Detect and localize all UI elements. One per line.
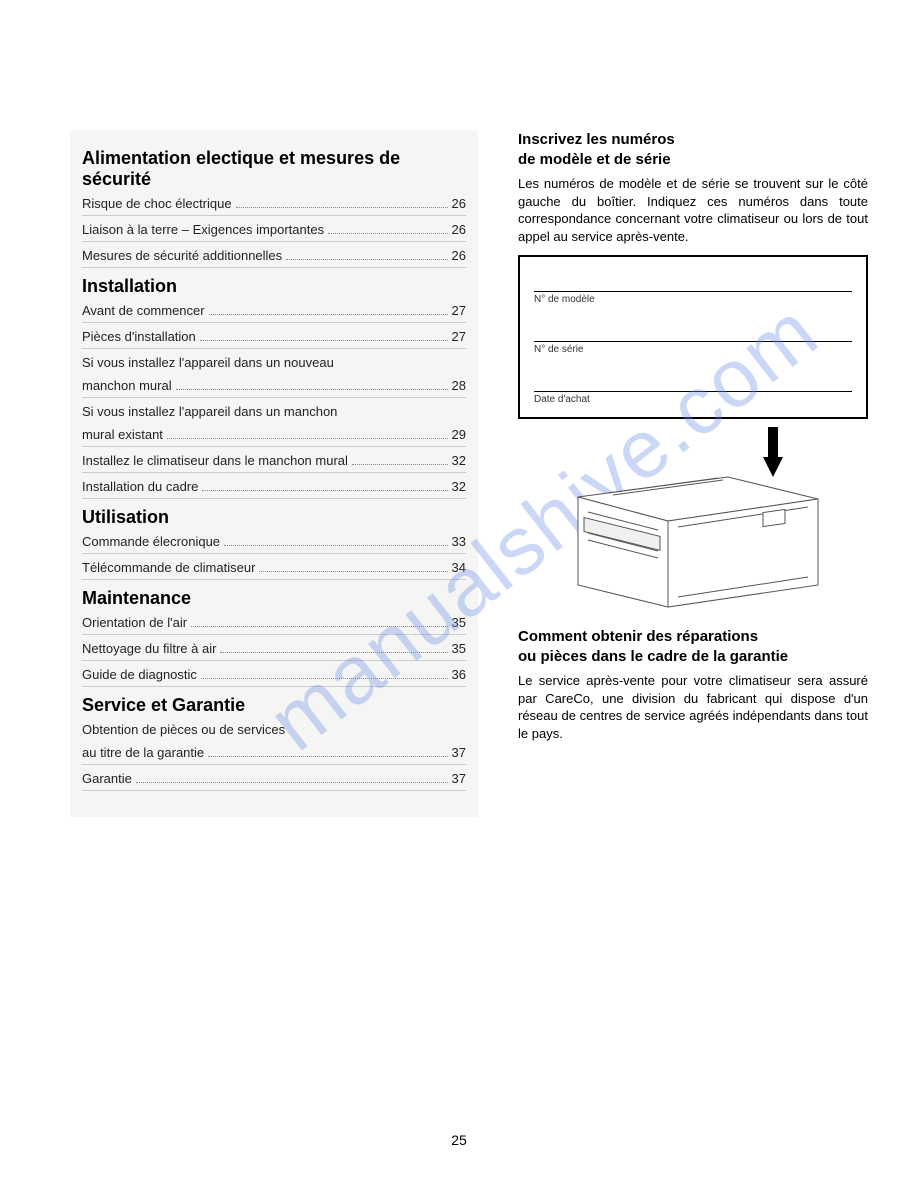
record-numbers-heading: Inscrivez les numéros de modèle et de sé… <box>518 130 868 169</box>
toc-row: Installez le climatiseur dans le manchon… <box>82 453 466 473</box>
toc-dots <box>136 781 448 783</box>
toc-row: Avant de commencer 27 <box>82 303 466 323</box>
toc-page: 37 <box>452 771 466 786</box>
toc-page: 29 <box>452 427 466 442</box>
toc-label: Risque de choc électrique <box>82 196 232 211</box>
toc-column: Alimentation electique et mesures de séc… <box>70 130 478 817</box>
toc-label: Installation du cadre <box>82 479 198 494</box>
toc-row: Guide de diagnostic 36 <box>82 667 466 687</box>
toc-row: Télécommande de climatiseur 34 <box>82 560 466 580</box>
toc-label: Avant de commencer <box>82 303 205 318</box>
serial-number-label: N° de série <box>534 344 852 355</box>
record-numbers-text: Les numéros de modèle et de série se tro… <box>518 175 868 245</box>
model-number-line[interactable] <box>534 269 852 292</box>
toc-label: Liaison à la terre – Exigences important… <box>82 222 324 237</box>
toc-dots <box>209 313 448 315</box>
toc-label: Pièces d'installation <box>82 329 196 344</box>
toc-row: Liaison à la terre – Exigences important… <box>82 222 466 242</box>
heading-line: Comment obtenir des réparations <box>518 628 758 645</box>
form-box: N° de modèle N° de série Date d'achat <box>518 255 868 419</box>
toc-dots <box>236 206 448 208</box>
toc-row: Mesures de sécurité additionnelles 26 <box>82 248 466 268</box>
serial-number-line[interactable] <box>534 319 852 342</box>
page-number: 25 <box>0 1132 918 1148</box>
toc-dots <box>259 570 447 572</box>
toc-dots <box>208 755 447 757</box>
toc-page: 27 <box>452 329 466 344</box>
page-body: Alimentation electique et mesures de séc… <box>0 0 918 817</box>
toc-row: au titre de la garantie 37 <box>82 745 466 765</box>
toc-dots <box>352 463 448 465</box>
toc-section-title: Utilisation <box>82 507 466 528</box>
toc-section-title: Alimentation electique et mesures de séc… <box>82 148 466 190</box>
toc-page: 37 <box>452 745 466 760</box>
toc-row: Orientation de l'air 35 <box>82 615 466 635</box>
toc-page: 26 <box>452 248 466 263</box>
toc-label: Si vous installez l'appareil dans un man… <box>82 404 337 419</box>
toc-page: 32 <box>452 453 466 468</box>
toc-label: Commande élecronique <box>82 534 220 549</box>
toc-label: Guide de diagnostic <box>82 667 197 682</box>
toc-label: au titre de la garantie <box>82 745 204 760</box>
toc-label: Si vous installez l'appareil dans un nou… <box>82 355 334 370</box>
toc-label: Orientation de l'air <box>82 615 187 630</box>
warranty-help-text: Le service après-vente pour votre climat… <box>518 672 868 742</box>
toc-label: Télécommande de climatiseur <box>82 560 255 575</box>
toc-dots <box>191 625 447 627</box>
toc-page: 26 <box>452 196 466 211</box>
toc-page: 33 <box>452 534 466 549</box>
toc-label: Garantie <box>82 771 132 786</box>
toc-row: Nettoyage du filtre à air 35 <box>82 641 466 661</box>
toc-label: mural existant <box>82 427 163 442</box>
purchase-date-label: Date d'achat <box>534 394 852 405</box>
toc-row: Si vous installez l'appareil dans un nou… <box>82 355 466 372</box>
ac-unit-illustration <box>518 427 868 617</box>
toc-dots <box>200 339 448 341</box>
toc-row: Pièces d'installation 27 <box>82 329 466 349</box>
toc-dots <box>167 437 448 439</box>
toc-label: Installez le climatiseur dans le manchon… <box>82 453 348 468</box>
toc-row: Si vous installez l'appareil dans un man… <box>82 404 466 421</box>
heading-line: Inscrivez les numéros <box>518 131 675 148</box>
toc-label: Mesures de sécurité additionnelles <box>82 248 282 263</box>
toc-label: Obtention de pièces ou de services <box>82 722 285 737</box>
toc-page: 36 <box>452 667 466 682</box>
toc-dots <box>286 258 447 260</box>
warranty-help-heading: Comment obtenir des réparations ou pièce… <box>518 627 868 666</box>
toc-dots <box>220 651 447 653</box>
toc-label: manchon mural <box>82 378 172 393</box>
purchase-date-line[interactable] <box>534 369 852 392</box>
toc-section-title: Maintenance <box>82 588 466 609</box>
toc-dots <box>328 232 447 234</box>
toc-section-title: Installation <box>82 276 466 297</box>
toc-row: Obtention de pièces ou de services <box>82 722 466 739</box>
toc-page: 32 <box>452 479 466 494</box>
heading-line: de modèle et de série <box>518 151 671 168</box>
toc-row: Commande élecronique 33 <box>82 534 466 554</box>
heading-line: ou pièces dans le cadre de la garantie <box>518 648 788 665</box>
toc-dots <box>202 489 447 491</box>
toc-row: Installation du cadre 32 <box>82 479 466 499</box>
toc-row: mural existant 29 <box>82 427 466 447</box>
toc-page: 28 <box>452 378 466 393</box>
model-number-label: N° de modèle <box>534 294 852 305</box>
toc-row: Garantie 37 <box>82 771 466 791</box>
toc-dots <box>176 388 448 390</box>
toc-page: 35 <box>452 641 466 656</box>
toc-dots <box>201 677 448 679</box>
info-column: Inscrivez les numéros de modèle et de sé… <box>518 130 868 817</box>
toc-section-title: Service et Garantie <box>82 695 466 716</box>
toc-row: Risque de choc électrique 26 <box>82 196 466 216</box>
toc-page: 35 <box>452 615 466 630</box>
toc-row: manchon mural 28 <box>82 378 466 398</box>
toc-label: Nettoyage du filtre à air <box>82 641 216 656</box>
toc-page: 26 <box>452 222 466 237</box>
toc-page: 34 <box>452 560 466 575</box>
toc-page: 27 <box>452 303 466 318</box>
toc-dots <box>224 544 448 546</box>
